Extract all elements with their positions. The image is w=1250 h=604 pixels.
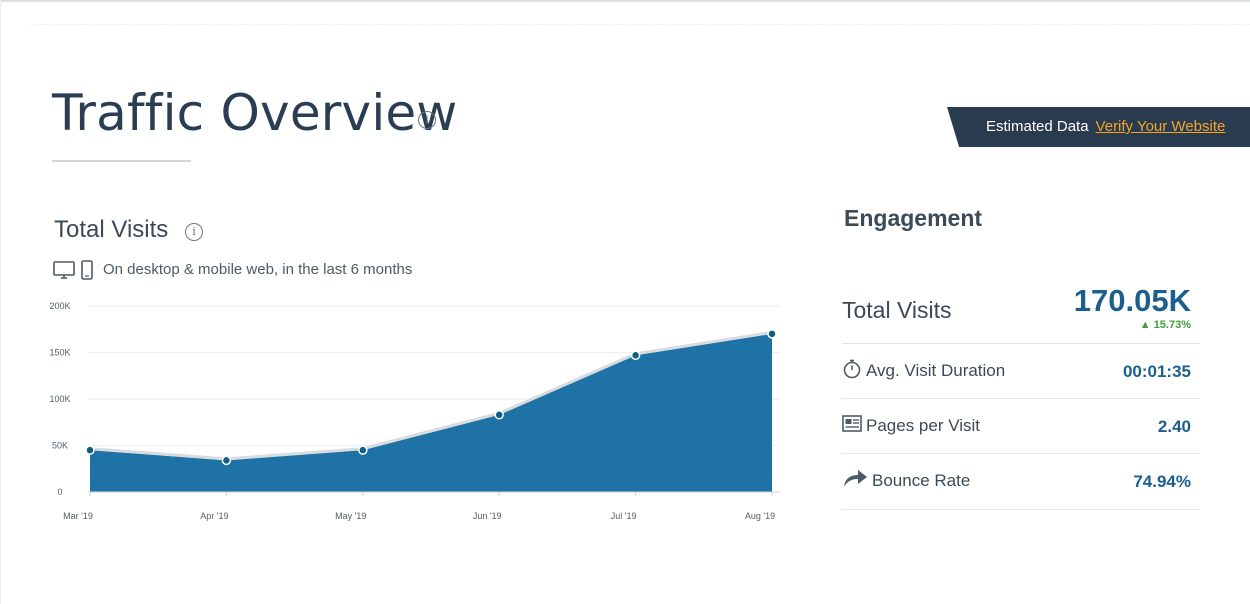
total-visits-change-value: 15.73% [1153, 319, 1191, 331]
total-visits-chart: 0 50K 100K 150K 200K Mar '19 Apr '19 May '19 Jun… [49, 301, 780, 521]
info-icon[interactable]: i [418, 111, 436, 129]
avg-visit-duration-value: 00:01:35 [1122, 362, 1191, 381]
x-tick-label: May '19 [335, 511, 366, 521]
pages-per-visit-value: 2.40 [1157, 417, 1191, 436]
page-title: Traffic Overview [52, 84, 458, 142]
stopwatch-icon [843, 359, 861, 379]
series-line [89, 330, 773, 461]
x-tick-label: Mar '19 [63, 511, 93, 521]
estimated-data-banner: Estimated Data Verify Your Website [947, 107, 1250, 147]
total-visits-value: 170.05K [1073, 283, 1191, 318]
y-tick-label: 150K [49, 348, 70, 358]
title-underline [52, 160, 191, 162]
desktop-icon [53, 261, 75, 279]
mobile-icon [81, 260, 93, 280]
total-visits-change: ▲ 15.73% [1140, 319, 1191, 331]
estimated-data-label: Estimated Data [986, 118, 1089, 135]
total-visits-metric-row: Total Visits 170.05K ▲ 15.73% [842, 278, 1200, 344]
banner-text: Estimated Data Verify Your Website [986, 118, 1225, 135]
data-point [494, 410, 504, 420]
pages-per-visit-row: Pages per Visit 2.40 [842, 399, 1200, 454]
x-tick-label: Aug '19 [745, 511, 775, 521]
total-visits-heading: Total Visits [54, 216, 169, 243]
top-divider [30, 24, 1250, 25]
y-tick-label: 100K [49, 394, 70, 404]
area-series [90, 333, 772, 492]
bounce-rate-label: Bounce Rate [872, 471, 971, 490]
left-border [0, 0, 1, 604]
banner-background [947, 107, 1250, 147]
data-point [630, 350, 641, 361]
up-arrow-icon: ▲ [1139, 319, 1151, 331]
total-visits-label: Total Visits [842, 297, 952, 323]
data-point [85, 445, 95, 455]
engagement-heading: Engagement [844, 205, 983, 231]
bounce-rate-row: Bounce Rate 74.94% [842, 454, 1200, 510]
total-visits-subtitle: On desktop & mobile web, in the last 6 m… [103, 261, 413, 278]
data-point [221, 455, 232, 466]
y-tick-label: 0 [57, 487, 62, 497]
avg-visit-duration-row: Avg. Visit Duration 00:01:35 [842, 344, 1200, 399]
x-tick-label: Jun '19 [473, 511, 502, 521]
pages-per-visit-label: Pages per Visit [866, 416, 981, 435]
pages-icon [842, 415, 862, 432]
verify-website-link[interactable]: Verify Your Website [1095, 118, 1226, 135]
top-shadow [0, 0, 1250, 3]
total-visits-info-icon[interactable]: i [185, 223, 203, 241]
data-point [358, 445, 368, 455]
x-tick-label: Jul '19 [611, 511, 637, 521]
bounce-rate-value: 74.94% [1133, 472, 1191, 491]
data-point [767, 329, 777, 339]
x-tick-label: Apr '19 [200, 511, 228, 521]
device-icons [53, 260, 93, 280]
y-tick-label: 200K [49, 301, 70, 311]
bounce-arrow-icon [844, 470, 867, 487]
avg-visit-duration-label: Avg. Visit Duration [866, 361, 1006, 380]
y-tick-label: 50K [52, 441, 68, 451]
